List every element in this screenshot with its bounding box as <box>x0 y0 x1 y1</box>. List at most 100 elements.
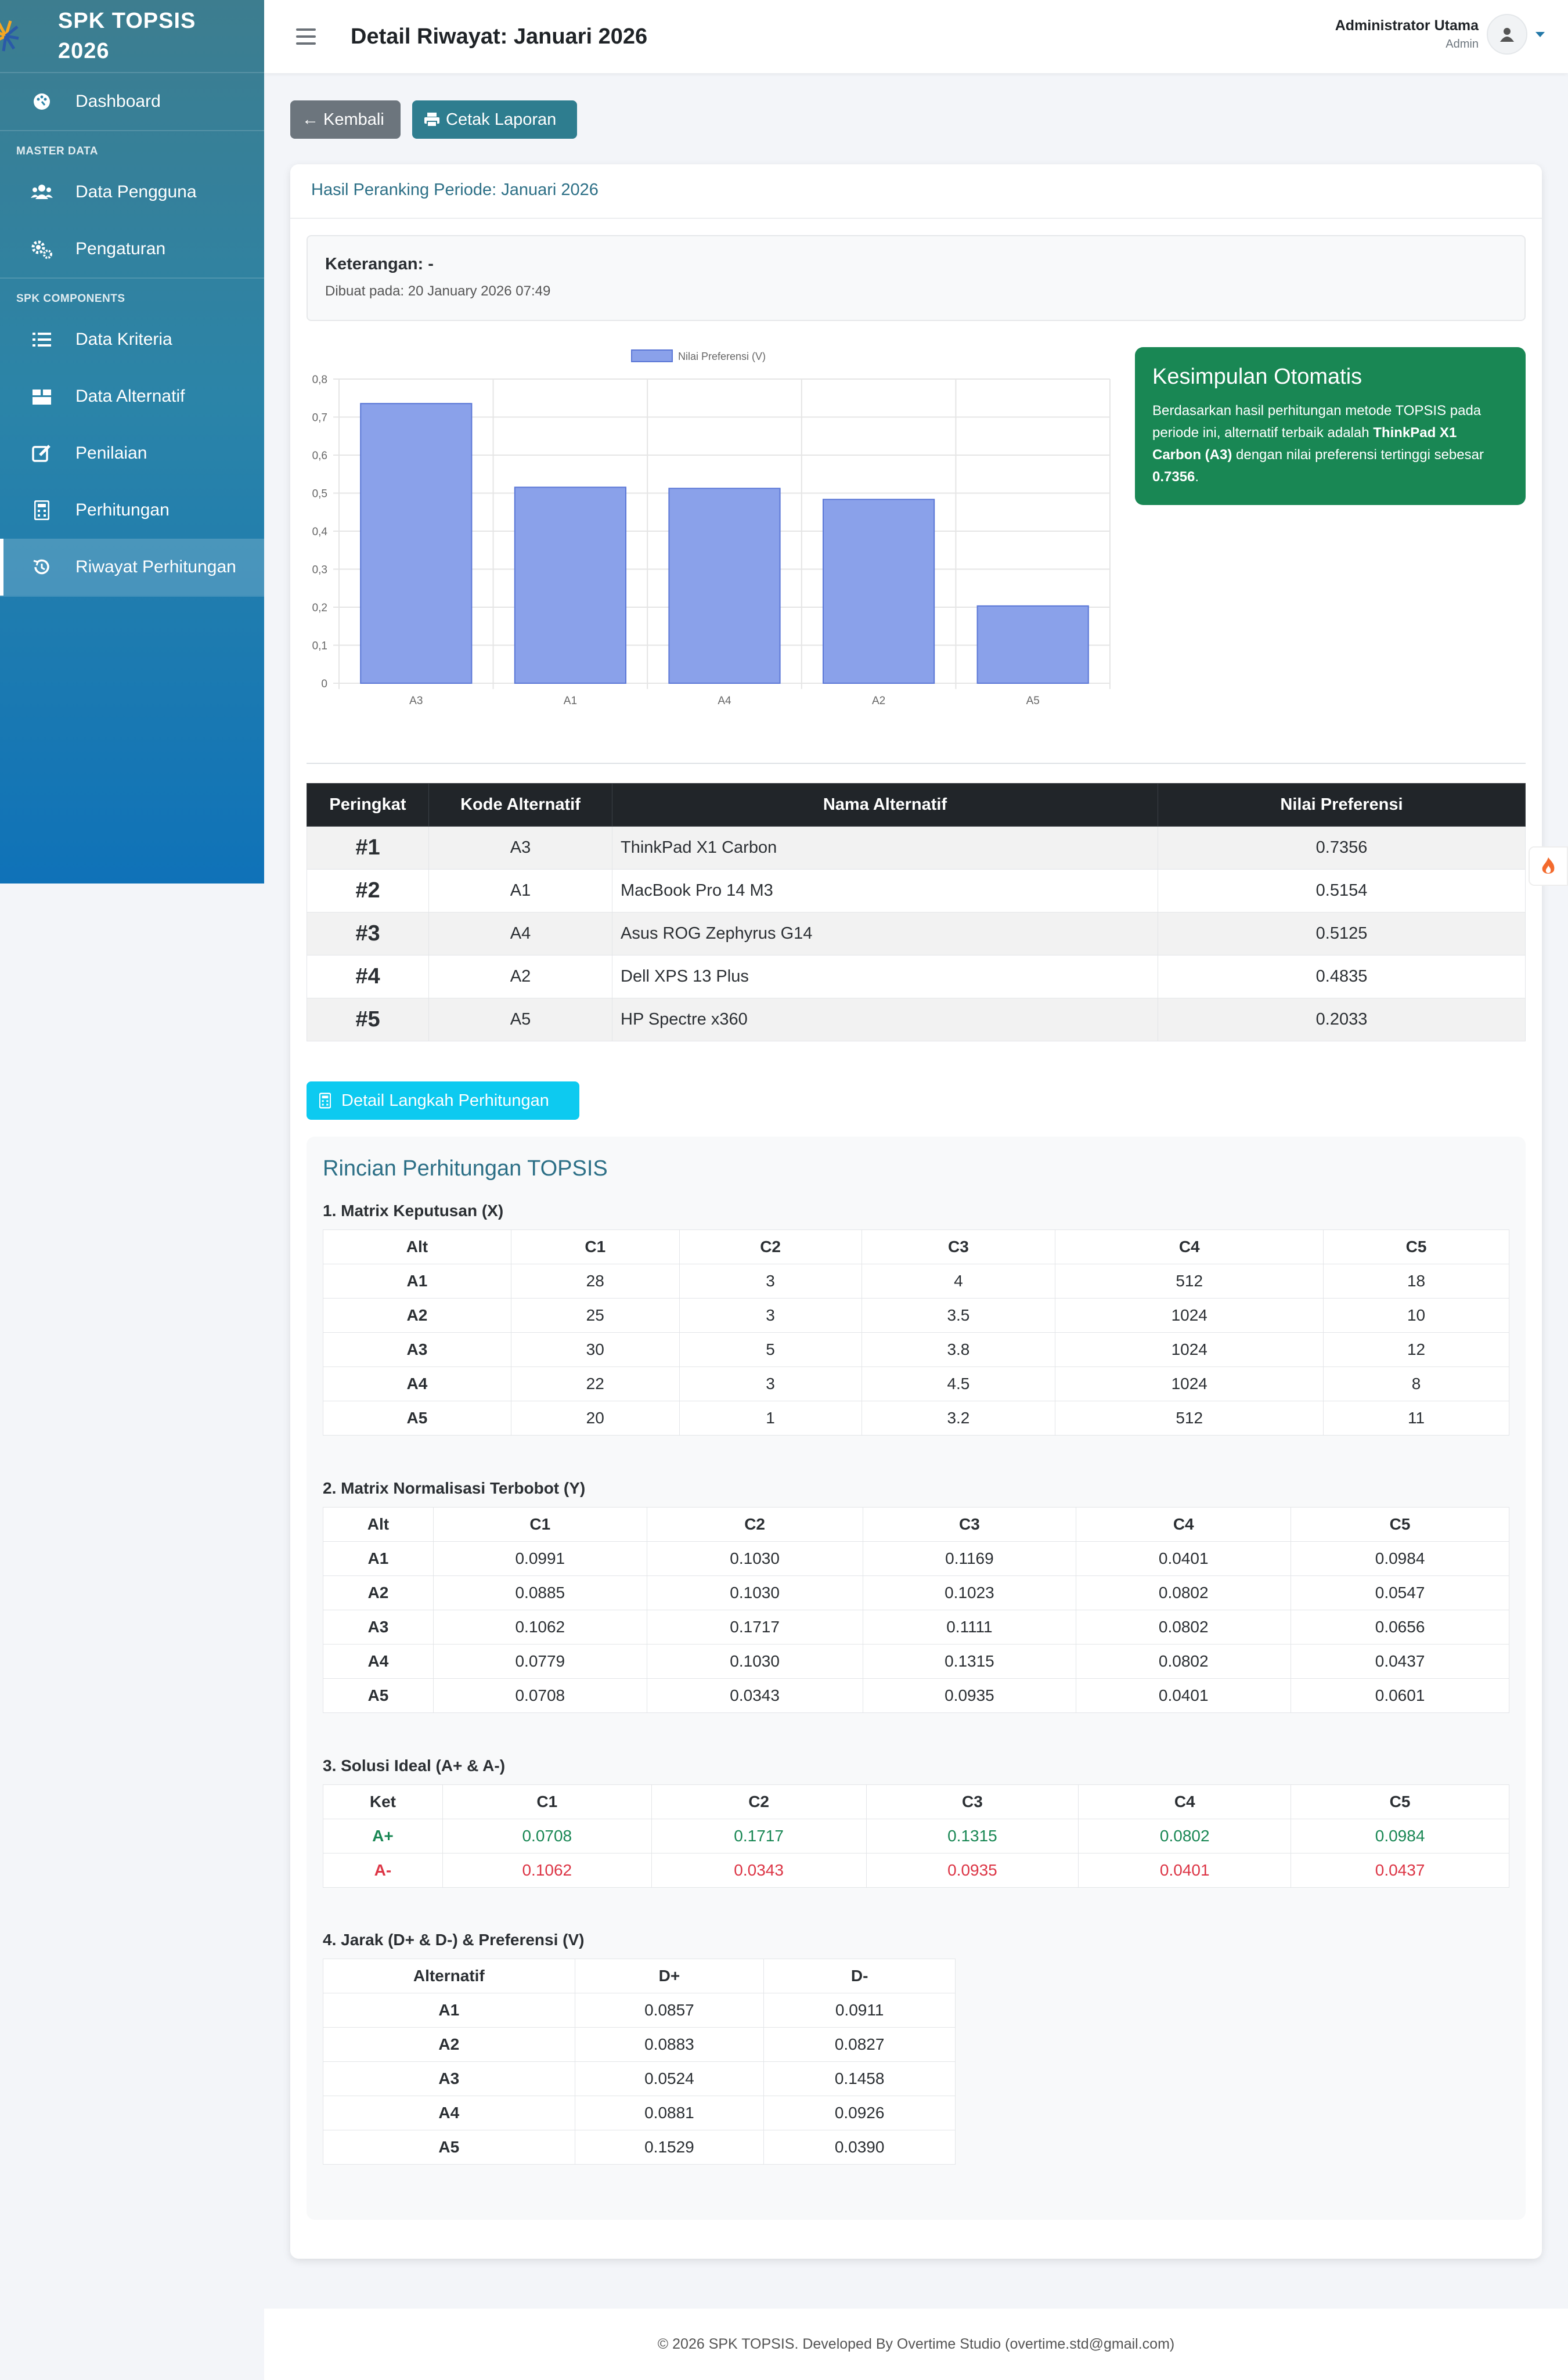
table-cell: A5 <box>323 2130 575 2165</box>
table-cell: 0.1315 <box>862 1644 1077 1679</box>
table-row: A2 25 3 3.5 1024 10 <box>323 1298 1509 1333</box>
table-cell: 1024 <box>1055 1298 1324 1333</box>
sidebar-item-data-pengguna[interactable]: Data Pengguna <box>0 164 264 221</box>
sidebar-item-perhitungan[interactable]: Perhitungan <box>0 482 264 539</box>
bar-A4 <box>668 488 781 684</box>
table-row: #3 A4 Asus ROG Zephyrus G14 0.5125 <box>307 912 1526 955</box>
table-cell: #3 <box>307 912 429 955</box>
logo-icon <box>0 13 41 59</box>
table-cell: 0.0779 <box>432 1644 647 1679</box>
conclusion-title: Kesimpulan Otomatis <box>1152 365 1362 389</box>
column-header: D+ <box>574 1959 765 1993</box>
detail-steps-button[interactable]: Detail Langkah Perhitungan <box>307 1081 579 1120</box>
col-peringkat[interactable]: Peringkat <box>307 783 429 827</box>
table-cell: A2 <box>323 2027 575 2062</box>
table-cell: 3.2 <box>861 1401 1056 1436</box>
chevron-down-icon[interactable] <box>1535 31 1545 37</box>
table-cell: 0.0343 <box>651 1853 867 1888</box>
table-cell: 0.0437 <box>1291 1644 1509 1679</box>
sidebar-item-dashboard[interactable]: Dashboard <box>0 73 264 130</box>
table-row: A2 0.0885 0.1030 0.1023 0.0802 0.0547 <box>323 1575 1509 1610</box>
calculator-icon <box>30 499 53 522</box>
table-cell: 20 <box>510 1401 680 1436</box>
keterangan-value: - <box>428 255 434 273</box>
column-header: C1 <box>442 1784 652 1819</box>
table-cell: 1 <box>679 1401 862 1436</box>
boxes-icon <box>30 385 53 408</box>
sidebar-item-label: Data Pengguna <box>75 182 197 201</box>
edit-icon <box>30 442 53 465</box>
table-cell: 11 <box>1323 1401 1509 1436</box>
matrix-y-table: Alt C1 C2 C3 C4 C5 A1 0.0991 0.1030 0.1169 0.0401 0… <box>323 1507 1509 1713</box>
y-tick-label: 0,5 <box>312 488 327 500</box>
table-cell: 0.0935 <box>866 1853 1079 1888</box>
table-cell: 0.0881 <box>574 2096 765 2130</box>
table-cell: 25 <box>510 1298 680 1333</box>
table-cell: 0.0984 <box>1291 1541 1509 1576</box>
table-cell: A4 <box>323 1366 511 1401</box>
table-cell: 0.0802 <box>1076 1575 1292 1610</box>
table-cell: 0.0656 <box>1291 1610 1509 1645</box>
table-cell: A4 <box>323 1644 434 1679</box>
table-cell: 3 <box>679 1298 862 1333</box>
sidebar-item-data-alternatif[interactable]: Data Alternatif <box>0 368 264 425</box>
x-tick-label: A2 <box>872 695 885 707</box>
table-cell: Dell XPS 13 Plus <box>612 955 1158 998</box>
column-header: C2 <box>651 1784 867 1819</box>
fire-icon[interactable] <box>1529 846 1568 886</box>
table-cell: 0.5154 <box>1158 869 1526 913</box>
sidebar-item-label: Riwayat Perhitungan <box>75 557 236 576</box>
conclusion-box: Kesimpulan Otomatis Berdasarkan hasil pe… <box>1135 347 1526 505</box>
table-cell: 512 <box>1055 1401 1324 1436</box>
hamburger-menu-icon[interactable] <box>296 28 316 45</box>
table-cell: A5 <box>323 1401 511 1436</box>
table-cell: HP Spectre x360 <box>612 998 1158 1041</box>
table-cell: 0.1023 <box>862 1575 1077 1610</box>
column-header: C4 <box>1076 1507 1292 1542</box>
sidebar-item-penilaian[interactable]: Penilaian <box>0 425 264 482</box>
col-kode-alternatif[interactable]: Kode Alternatif <box>428 783 612 827</box>
table-cell: #4 <box>307 955 429 998</box>
user-icon <box>1500 28 1514 42</box>
table-cell: 0.2033 <box>1158 998 1526 1041</box>
brand[interactable]: SPK TOPSIS 2026 <box>0 0 264 73</box>
table-cell: 1024 <box>1055 1366 1324 1401</box>
avatar[interactable] <box>1487 14 1527 55</box>
sidebar-item-label: Dashboard <box>75 92 161 111</box>
card-header: Hasil Peranking Periode: Januari 2026 <box>290 164 1542 219</box>
table-row: A1 0.0857 0.0911 <box>323 1993 956 2028</box>
y-tick-label: 0,7 <box>312 412 327 424</box>
footer: © 2026 SPK TOPSIS. Developed By Overtime… <box>264 2309 1568 2380</box>
table-cell: 12 <box>1323 1332 1509 1367</box>
table-cell: A3 <box>323 1332 511 1367</box>
col-nama-alternatif[interactable]: Nama Alternatif <box>612 783 1158 827</box>
table-cell: A2 <box>323 1575 434 1610</box>
table-cell: 0.0926 <box>763 2096 956 2130</box>
calculator-icon <box>319 1092 331 1109</box>
nav-heading-spk-components: SPK COMPONENTS <box>16 293 125 305</box>
col-nilai-preferensi[interactable]: Nilai Preferensi <box>1158 783 1526 827</box>
print-report-button[interactable]: Cetak Laporan <box>412 100 577 139</box>
table-cell: 4 <box>861 1264 1056 1299</box>
brand-title: SPK TOPSIS 2026 <box>58 9 196 63</box>
sidebar-item-data-kriteria[interactable]: Data Kriteria <box>0 311 264 368</box>
conclusion-text: Berdasarkan hasil perhitungan metode TOP… <box>1152 403 1484 485</box>
table-cell: 0.0401 <box>1078 1853 1292 1888</box>
x-tick-label: A5 <box>1026 695 1040 707</box>
x-tick-label: A3 <box>409 695 423 707</box>
y-tick-label: 0,4 <box>312 526 328 538</box>
ranking-table: Peringkat Kode Alternatif Nama Alternati… <box>307 783 1526 1041</box>
sidebar-item-pengaturan[interactable]: Pengaturan <box>0 221 264 277</box>
sidebar-item-riwayat-perhitungan[interactable]: Riwayat Perhitungan <box>0 539 264 596</box>
print-button-label: Cetak Laporan <box>446 110 557 129</box>
user-menu[interactable]: Administrator Utama Admin <box>1335 14 1545 55</box>
ideal-section: 3. Solusi Ideal (A+ & A-) Ket C1 C2 C3 C4 C5 A… <box>323 1757 1509 1888</box>
legend-label: Nilai Preferensi (V) <box>678 351 766 362</box>
table-row: A1 0.0991 0.1030 0.1169 0.0401 0.0984 <box>323 1541 1509 1576</box>
table-cell: 10 <box>1323 1298 1509 1333</box>
table-cell: 0.7356 <box>1158 826 1526 870</box>
table-cell: 0.1111 <box>862 1610 1077 1645</box>
back-button[interactable]: ← Kembali <box>290 100 401 139</box>
table-cell: #1 <box>307 826 429 870</box>
preference-chart: Nilai Preferensi (V) 0 0,1 0,2 0,3 0,4 0,5 0,6 0… <box>307 344 1131 744</box>
